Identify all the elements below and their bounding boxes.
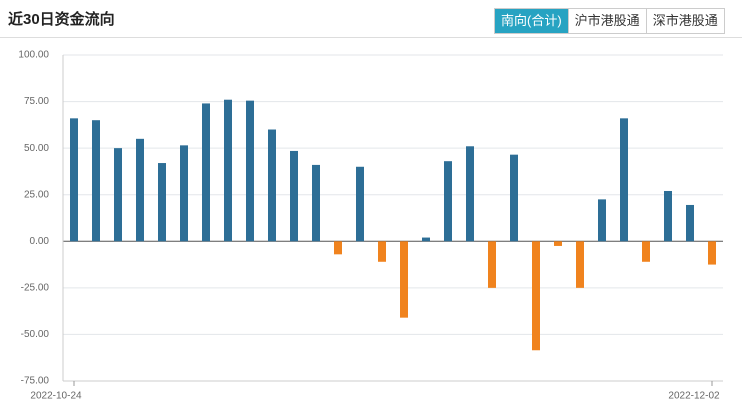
bar	[510, 154, 518, 242]
bar	[400, 241, 408, 318]
bar	[466, 146, 474, 242]
bar	[92, 120, 100, 242]
bar	[114, 148, 122, 242]
bar	[620, 118, 628, 242]
bar	[422, 237, 430, 242]
bar	[312, 164, 320, 242]
tab[interactable]: 南向(合计)	[495, 9, 568, 33]
bar	[444, 161, 452, 242]
divider	[0, 37, 742, 38]
x-tick-label: 2022-10-24	[30, 391, 82, 402]
bar	[224, 99, 232, 242]
bar	[378, 241, 386, 262]
y-tick-label: -25.00	[21, 282, 50, 293]
bar	[598, 199, 606, 242]
y-tick-label: -75.00	[21, 376, 50, 387]
bar	[246, 100, 254, 242]
tab[interactable]: 深市港股通	[645, 9, 724, 33]
bar	[268, 129, 276, 242]
tab-bar: 南向(合计) 沪市港股通 深市港股通	[494, 8, 725, 34]
y-tick-label: -50.00	[21, 329, 50, 340]
bar	[158, 163, 166, 242]
bar	[532, 241, 540, 351]
bar	[70, 118, 78, 242]
y-tick-label: 100.00	[18, 50, 49, 61]
bar	[554, 241, 562, 246]
y-tick-label: 50.00	[24, 143, 49, 154]
bar	[290, 150, 298, 242]
bar	[642, 241, 650, 262]
x-tick-label: 2022-12-02	[668, 391, 720, 402]
bar	[356, 166, 364, 242]
y-tick-label: 0.00	[30, 236, 50, 247]
bar	[136, 138, 144, 242]
panel-title: 近30日资金流向	[8, 11, 115, 28]
bar	[202, 103, 210, 242]
bar	[334, 241, 342, 255]
bar	[664, 190, 672, 242]
bar	[708, 241, 716, 265]
y-tick-label: 75.00	[24, 96, 49, 107]
bar	[180, 145, 188, 242]
bar	[576, 241, 584, 288]
y-tick-label: 25.00	[24, 189, 49, 200]
tab[interactable]: 沪市港股通	[567, 9, 646, 33]
bar	[686, 204, 694, 242]
bar	[488, 241, 496, 288]
